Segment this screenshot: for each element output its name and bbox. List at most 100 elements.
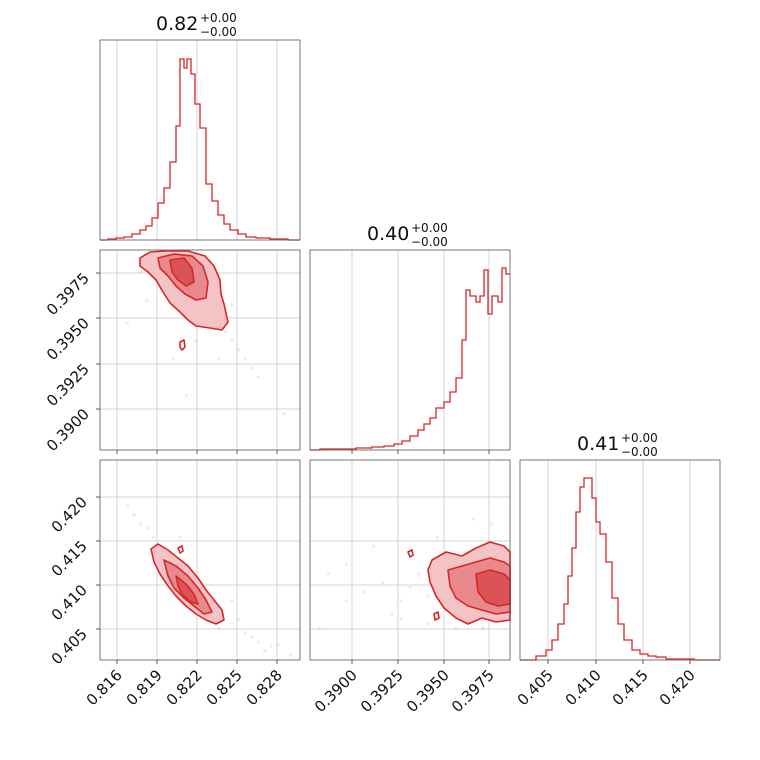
ytick-label-0.405: 0.405 — [48, 625, 91, 668]
hist-line-p3 — [520, 477, 720, 661]
scatter-point-p3-p1 — [178, 535, 182, 539]
scatter-point-p3-p1 — [217, 626, 221, 630]
scatter-point-p3-p2 — [344, 562, 348, 567]
scatter-point-p3-p1 — [276, 642, 280, 647]
scatter-point-p3-p2 — [381, 581, 385, 585]
scatter-point-p3-p1 — [132, 512, 136, 517]
ytick-label-0.3900: 0.3900 — [43, 405, 93, 455]
contour-line-inner-p3-p1 — [175, 575, 199, 605]
contour-island-p2-p1 — [179, 339, 186, 351]
xtick-label-0.816: 0.816 — [83, 666, 126, 709]
xtick-label-0.415: 0.415 — [609, 666, 652, 709]
frame-p2-p1 — [99, 249, 301, 451]
contour-line-inner-p2-p1 — [169, 257, 195, 287]
scatter-point-p2-p1 — [243, 357, 247, 361]
contour-island-p3-p2-b — [433, 611, 440, 621]
scatter-point-p3-p1 — [230, 599, 234, 603]
title-p3-lower: −0.00 — [621, 445, 658, 459]
xtick-label-0.3900: 0.3900 — [311, 666, 361, 716]
title-p1-upper: +0.00 — [200, 11, 237, 25]
scatter-point-p2-p1 — [237, 348, 241, 352]
hist-line-p2 — [310, 267, 510, 451]
xtick-label-0.3925: 0.3925 — [357, 666, 407, 716]
frame-p3-p2 — [309, 459, 511, 661]
panel-hist-p1: 0.82 +0.00 −0.00 — [99, 11, 301, 241]
panel-2d-p2-p1: 0.3975 0.3950 0.3925 0.3900 — [43, 249, 301, 455]
scatter-point-p3-p2 — [472, 517, 476, 521]
title-p2-upper: +0.00 — [411, 221, 448, 235]
scatter-point-p3-p2 — [453, 626, 458, 630]
scatter-point-p3-p1 — [263, 649, 267, 653]
scatter-point-p3-p1 — [152, 535, 156, 539]
scatter-point-p2-p1 — [217, 357, 221, 361]
scatter-point-p2-p1 — [230, 339, 234, 343]
grid-p3-p1 — [100, 460, 300, 660]
contour-line-outer-p3-p2 — [427, 541, 511, 625]
scatter-point-p2-p1 — [145, 299, 149, 303]
scatter-point-p2-p1 — [193, 339, 197, 343]
xticks-p2-hist — [351, 450, 490, 454]
scatter-point-p3-p1 — [125, 503, 130, 508]
scatter-point-p2-p1 — [256, 375, 260, 379]
xticks-p3: 0.405 0.410 0.415 0.420 — [514, 660, 699, 709]
scatter-point-p2-p1 — [282, 412, 286, 416]
scatter-point-p3-p2 — [426, 594, 430, 599]
ytick-label-0.420: 0.420 — [48, 493, 91, 536]
xtick-label-0.819: 0.819 — [123, 666, 166, 709]
contours-p3-p2 — [407, 541, 511, 625]
contour-island-p3-p2-a — [407, 549, 414, 558]
xtick-label-0.420: 0.420 — [656, 666, 699, 709]
yticks-p2: 0.3975 0.3950 0.3925 0.3900 — [43, 269, 100, 455]
title-p1-lower: −0.00 — [200, 25, 237, 39]
scatter-point-p2-p1 — [223, 330, 228, 334]
scatter-point-p3-p2 — [426, 622, 430, 626]
scatter-point-p3-p1 — [256, 640, 260, 644]
scatter-point-p2-p1 — [125, 321, 130, 325]
scatter-point-p3-p2 — [372, 544, 376, 549]
title-p2-lower: −0.00 — [411, 235, 448, 249]
title-p3-value: 0.41 — [577, 433, 619, 455]
xtick-label-0.825: 0.825 — [203, 666, 246, 709]
scatter-point-p3-p2 — [390, 612, 394, 617]
frame-p2-hist — [309, 249, 511, 451]
contour-fill-inner-p3-p2 — [476, 570, 510, 606]
yticks-p3: 0.420 0.415 0.410 0.405 — [48, 493, 100, 668]
scatter-point-p3-p1 — [145, 526, 149, 530]
title-p2: 0.40 +0.00 −0.00 — [367, 221, 448, 249]
title-p1-value: 0.82 — [156, 13, 198, 35]
title-p1: 0.82 +0.00 −0.00 — [156, 11, 237, 39]
scatter-points-p3-p1 — [125, 503, 293, 658]
xtick-label-0.822: 0.822 — [163, 666, 206, 709]
title-p3-upper: +0.00 — [621, 431, 658, 445]
ytick-label-0.3975: 0.3975 — [43, 269, 93, 319]
ytick-label-0.3925: 0.3925 — [43, 360, 93, 410]
scatter-point-p2-p1 — [230, 302, 234, 307]
scatter-point-p3-p1 — [138, 522, 143, 526]
scatter-point-p3-p1 — [269, 644, 273, 649]
contour-line-mid-p2-p1 — [157, 253, 209, 301]
scatter-point-p3-p1 — [289, 653, 293, 658]
contour-line-mid-p3-p1 — [163, 559, 213, 615]
scatter-point-p2-p1 — [171, 357, 175, 361]
frame-p1-hist — [99, 39, 301, 241]
contour-fill-inner-p3-p1 — [176, 576, 198, 604]
xtick-label-0.3975: 0.3975 — [448, 666, 498, 716]
scatter-point-p3-p1 — [250, 635, 254, 639]
scatter-point-p3-p2 — [408, 585, 412, 589]
ytick-label-0.415: 0.415 — [48, 537, 91, 580]
panel-hist-p3: 0.41 +0.00 −0.00 0.405 0.410 0.415 0.420 — [514, 431, 721, 709]
scatter-point-p3-p2 — [490, 522, 494, 526]
contour-fill-inner-p2-p1 — [170, 258, 194, 286]
scatter-point-p3-p2 — [344, 599, 348, 603]
frame-p3-p1 — [99, 459, 301, 661]
contour-line-outer-p2-p1 — [139, 250, 229, 331]
xtick-label-0.405: 0.405 — [514, 666, 557, 709]
scatter-point-p2-p1 — [250, 366, 254, 370]
title-p2-value: 0.40 — [367, 223, 409, 245]
grid-p1-hist — [116, 40, 278, 240]
scatter-point-p3-p2 — [362, 590, 367, 594]
grid-p2-hist — [351, 250, 490, 450]
scatter-point-p3-p1 — [230, 622, 234, 626]
xticks-p2-p1-row — [116, 450, 278, 454]
